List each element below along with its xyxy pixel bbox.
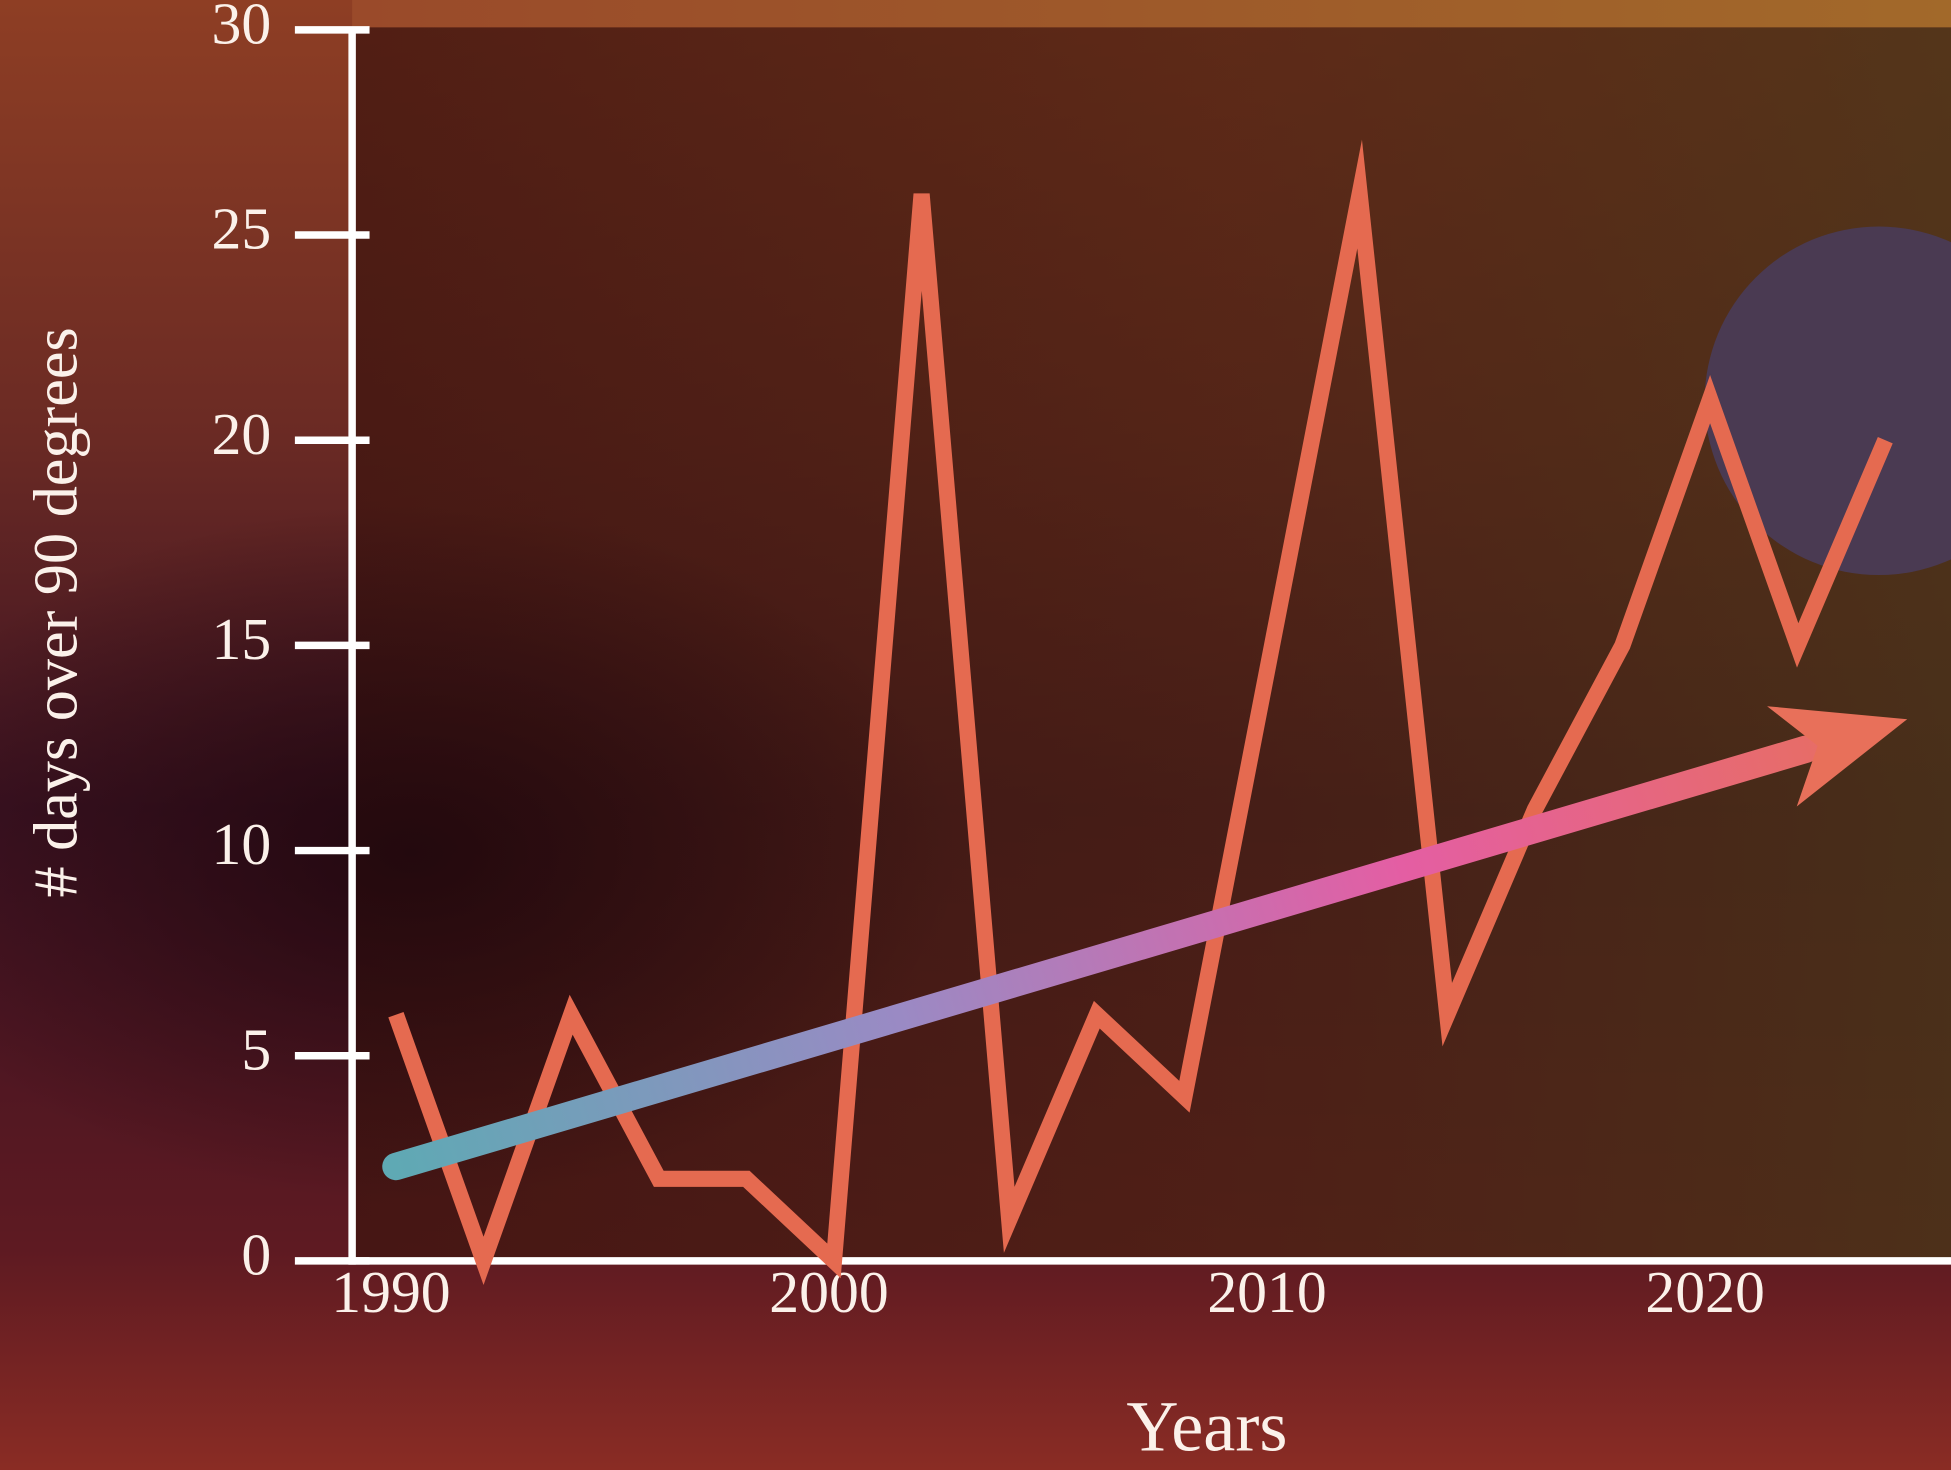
y-tick-label: 30 bbox=[212, 0, 272, 57]
y-tick-label: 5 bbox=[241, 1016, 271, 1082]
y-tick-label: 25 bbox=[212, 196, 272, 262]
y-axis-label: # days over 90 degrees bbox=[23, 327, 91, 897]
x-tick-label: 2020 bbox=[1645, 1259, 1764, 1325]
x-tick-label: 2000 bbox=[769, 1259, 888, 1325]
shadow bbox=[0, 373, 1369, 1244]
x-tick-label: 2010 bbox=[1207, 1259, 1326, 1325]
y-tick-label: 10 bbox=[212, 811, 272, 877]
chart: 0 5 10 15 20 25 30 1990 2000 2010 2020 Years # day… bbox=[0, 0, 1951, 1470]
x-axis-label: Years bbox=[1126, 1386, 1287, 1466]
top-strip bbox=[352, 0, 1951, 27]
y-tick-label: 20 bbox=[212, 401, 272, 467]
x-tick-label: 1990 bbox=[331, 1259, 450, 1325]
y-tick-label: 0 bbox=[241, 1222, 271, 1288]
y-tick-label: 15 bbox=[212, 606, 272, 672]
